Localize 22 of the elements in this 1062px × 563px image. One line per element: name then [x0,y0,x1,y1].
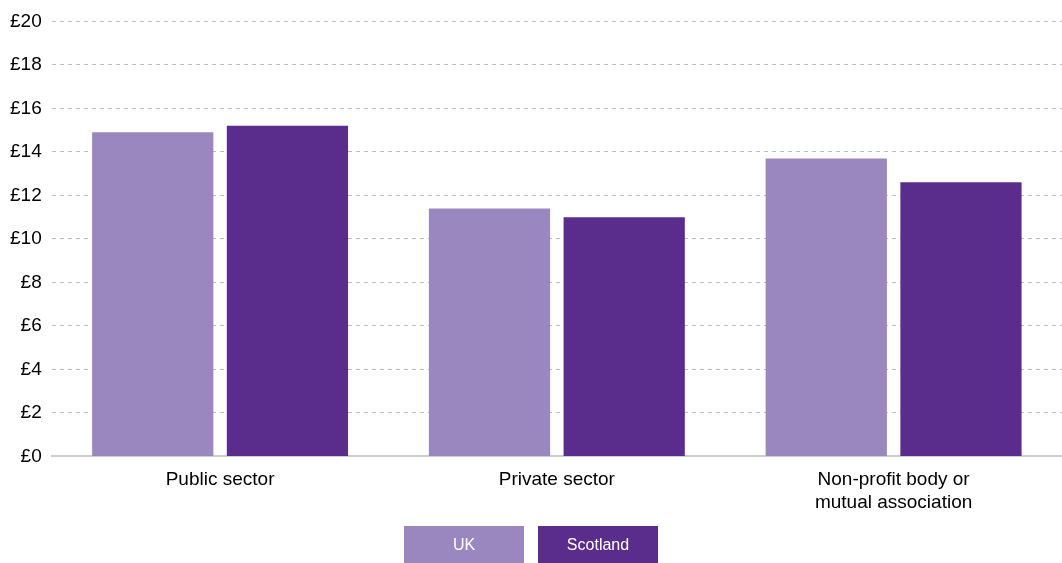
bar [92,132,214,456]
y-tick-label: £18 [10,53,42,75]
y-tick-label: £8 [20,270,42,292]
text: Scotland [538,526,658,563]
bar [765,158,887,456]
y-tick-label: £10 [10,227,42,249]
x-tick-label: Private sector [498,468,616,490]
bar [563,217,685,456]
y-tick-label: £0 [20,444,42,466]
text: UK [404,526,524,563]
y-tick-label: £4 [20,357,43,379]
y-tick-label: £20 [10,9,42,31]
bar [428,208,551,456]
bar [900,182,1022,456]
bar [226,125,349,456]
x-tick-label: Non-profit body or mutual association [814,468,973,512]
x-tick-label: Public sector [165,468,276,490]
y-tick-label: £12 [10,183,42,205]
y-tick-label: £6 [20,314,42,336]
y-tick-label: £2 [20,401,42,423]
y-tick-label: £16 [10,96,42,118]
y-tick-label: £14 [10,140,43,162]
